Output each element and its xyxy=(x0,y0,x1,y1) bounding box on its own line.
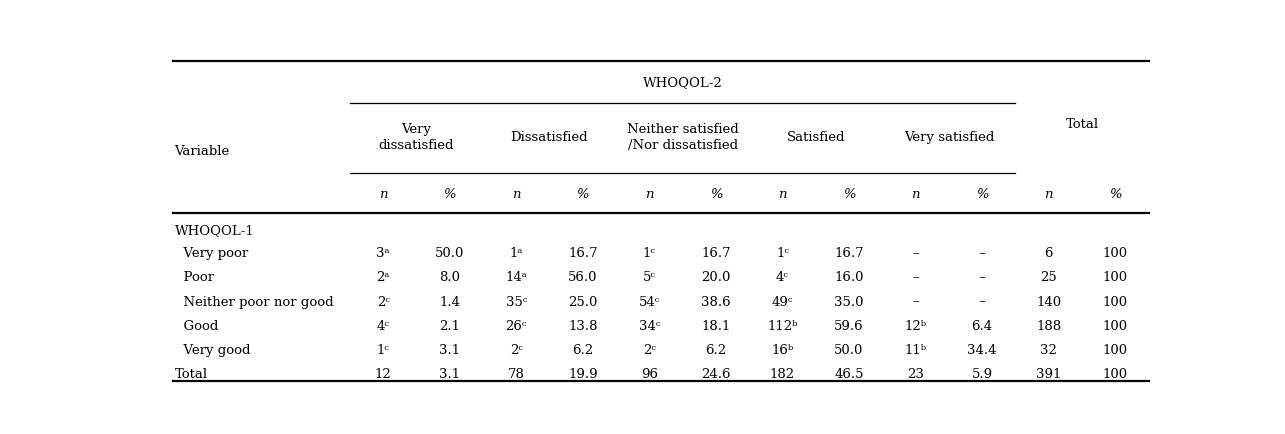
Text: 6.2: 6.2 xyxy=(572,343,594,356)
Text: 1ᵃ: 1ᵃ xyxy=(510,247,523,260)
Text: 16.7: 16.7 xyxy=(568,247,598,260)
Text: WHOQOL-2: WHOQOL-2 xyxy=(642,76,722,89)
Text: 5.9: 5.9 xyxy=(971,367,993,380)
Text: Very poor: Very poor xyxy=(175,247,248,260)
Text: 34.4: 34.4 xyxy=(968,343,997,356)
Text: 32: 32 xyxy=(1041,343,1058,356)
Text: 56.0: 56.0 xyxy=(568,271,598,284)
Text: –: – xyxy=(979,271,986,284)
Text: 13.8: 13.8 xyxy=(568,319,598,332)
Text: 20.0: 20.0 xyxy=(702,271,731,284)
Text: –: – xyxy=(912,247,919,260)
Text: 6: 6 xyxy=(1045,247,1052,260)
Text: 46.5: 46.5 xyxy=(834,367,864,380)
Text: 4ᶜ: 4ᶜ xyxy=(377,319,389,332)
Text: 3.1: 3.1 xyxy=(439,367,460,380)
Text: 26ᶜ: 26ᶜ xyxy=(505,319,527,332)
Text: 25.0: 25.0 xyxy=(568,295,598,308)
Text: 3ᵃ: 3ᵃ xyxy=(377,247,389,260)
Text: 11ᵇ: 11ᵇ xyxy=(905,343,926,356)
Text: 96: 96 xyxy=(641,367,658,380)
Text: 35ᶜ: 35ᶜ xyxy=(505,295,527,308)
Text: Total: Total xyxy=(175,367,208,380)
Text: 100: 100 xyxy=(1103,271,1128,284)
Text: WHOQOL-1: WHOQOL-1 xyxy=(175,224,254,237)
Text: Very good: Very good xyxy=(175,343,251,356)
Text: 25: 25 xyxy=(1041,271,1058,284)
Text: 2.1: 2.1 xyxy=(439,319,460,332)
Text: %: % xyxy=(577,187,589,201)
Text: 49ᶜ: 49ᶜ xyxy=(772,295,793,308)
Text: Neither poor nor good: Neither poor nor good xyxy=(175,295,333,308)
Text: 188: 188 xyxy=(1036,319,1061,332)
Text: 12ᵇ: 12ᵇ xyxy=(905,319,926,332)
Text: 391: 391 xyxy=(1036,367,1061,380)
Text: %: % xyxy=(1109,187,1122,201)
Text: 24.6: 24.6 xyxy=(702,367,731,380)
Text: n: n xyxy=(779,187,786,201)
Text: 100: 100 xyxy=(1103,295,1128,308)
Text: 3.1: 3.1 xyxy=(439,343,460,356)
Text: 59.6: 59.6 xyxy=(834,319,864,332)
Text: 54ᶜ: 54ᶜ xyxy=(639,295,660,308)
Text: –: – xyxy=(912,295,919,308)
Text: 78: 78 xyxy=(508,367,524,380)
Text: 50.0: 50.0 xyxy=(834,343,864,356)
Text: 34ᶜ: 34ᶜ xyxy=(639,319,660,332)
Text: n: n xyxy=(911,187,920,201)
Text: 50.0: 50.0 xyxy=(436,247,464,260)
Text: %: % xyxy=(975,187,988,201)
Text: Very satisfied: Very satisfied xyxy=(903,131,995,144)
Text: Very
dissatisfied: Very dissatisfied xyxy=(379,123,454,152)
Text: 100: 100 xyxy=(1103,343,1128,356)
Text: 6.4: 6.4 xyxy=(971,319,993,332)
Text: %: % xyxy=(843,187,856,201)
Text: Total: Total xyxy=(1065,118,1099,130)
Text: 16.7: 16.7 xyxy=(702,247,731,260)
Text: 100: 100 xyxy=(1103,319,1128,332)
Text: 38.6: 38.6 xyxy=(702,295,731,308)
Text: 2ᶜ: 2ᶜ xyxy=(377,295,389,308)
Text: 16.0: 16.0 xyxy=(834,271,864,284)
Text: 100: 100 xyxy=(1103,367,1128,380)
Text: 18.1: 18.1 xyxy=(702,319,731,332)
Text: 2ᵃ: 2ᵃ xyxy=(377,271,389,284)
Text: 1ᶜ: 1ᶜ xyxy=(642,247,655,260)
Text: 140: 140 xyxy=(1036,295,1061,308)
Text: n: n xyxy=(645,187,654,201)
Text: Dissatisfied: Dissatisfied xyxy=(510,131,589,144)
Text: n: n xyxy=(511,187,520,201)
Text: Neither satisfied
/Nor dissatisfied: Neither satisfied /Nor dissatisfied xyxy=(627,123,739,152)
Text: 2ᶜ: 2ᶜ xyxy=(642,343,655,356)
Text: 112ᵇ: 112ᵇ xyxy=(767,319,798,332)
Text: 14ᵃ: 14ᵃ xyxy=(505,271,527,284)
Text: n: n xyxy=(1045,187,1052,201)
Text: 1ᶜ: 1ᶜ xyxy=(776,247,789,260)
Text: Good: Good xyxy=(175,319,218,332)
Text: 23: 23 xyxy=(907,367,924,380)
Text: 5ᶜ: 5ᶜ xyxy=(642,271,655,284)
Text: Satisfied: Satisfied xyxy=(786,131,846,144)
Text: Variable: Variable xyxy=(175,144,230,157)
Text: 182: 182 xyxy=(770,367,795,380)
Text: 35.0: 35.0 xyxy=(834,295,864,308)
Text: 6.2: 6.2 xyxy=(705,343,726,356)
Text: –: – xyxy=(912,271,919,284)
Text: 1.4: 1.4 xyxy=(439,295,460,308)
Text: –: – xyxy=(979,247,986,260)
Text: 19.9: 19.9 xyxy=(568,367,598,380)
Text: 2ᶜ: 2ᶜ xyxy=(510,343,523,356)
Text: –: – xyxy=(979,295,986,308)
Text: %: % xyxy=(709,187,722,201)
Text: n: n xyxy=(379,187,387,201)
Text: 1ᶜ: 1ᶜ xyxy=(377,343,389,356)
Text: 8.0: 8.0 xyxy=(439,271,460,284)
Text: %: % xyxy=(443,187,456,201)
Text: 12: 12 xyxy=(375,367,392,380)
Text: 16.7: 16.7 xyxy=(834,247,864,260)
Text: 16ᵇ: 16ᵇ xyxy=(771,343,794,356)
Text: Poor: Poor xyxy=(175,271,213,284)
Text: 4ᶜ: 4ᶜ xyxy=(776,271,789,284)
Text: 100: 100 xyxy=(1103,247,1128,260)
